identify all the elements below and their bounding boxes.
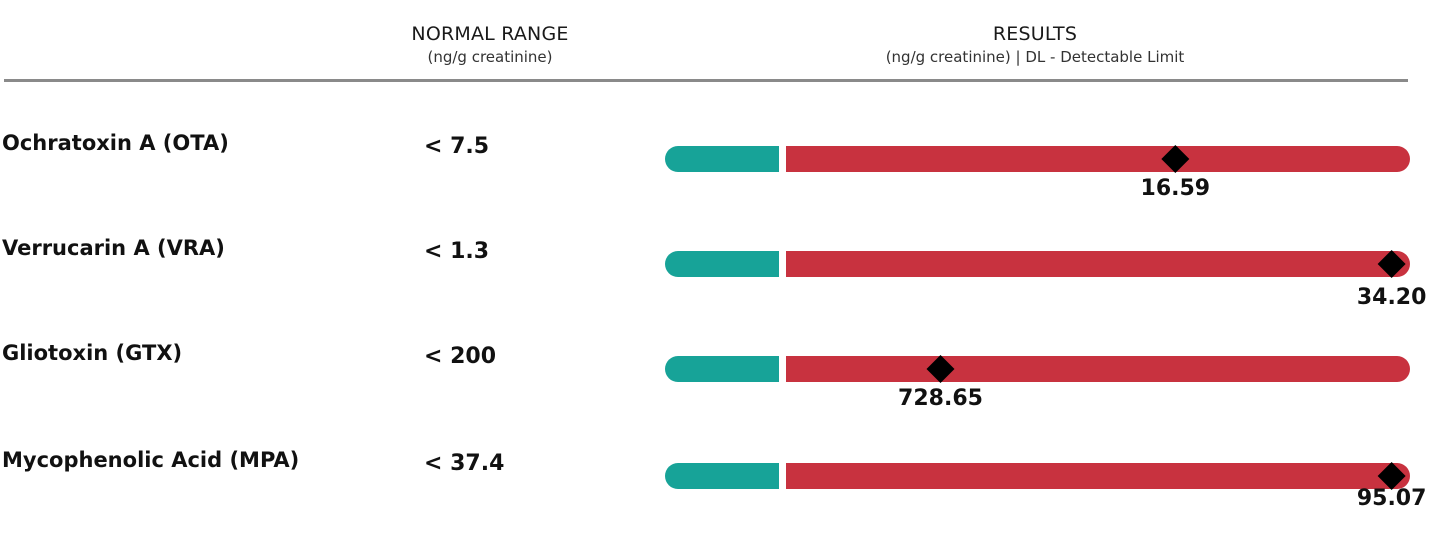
mycotoxin-name: Verrucarin A (VRA) — [2, 236, 225, 260]
result-bar — [665, 462, 1410, 490]
normal-range-value: < 37.4 — [424, 451, 505, 476]
normal-segment — [665, 356, 779, 382]
result-row-ota: Ochratoxin A (OTA) < 7.5 16.59 — [0, 131, 1456, 241]
result-value: 728.65 — [898, 386, 983, 411]
result-value: 34.20 — [1356, 285, 1427, 310]
result-value: 16.59 — [1140, 176, 1211, 201]
normal-segment — [665, 146, 779, 172]
normal-range-header: NORMAL RANGE (ng/g creatinine) — [390, 22, 590, 68]
result-marker — [1377, 462, 1406, 490]
high-segment — [786, 356, 1410, 382]
result-row-vra: Verrucarin A (VRA) < 1.3 34.20 — [0, 236, 1456, 346]
high-segment — [786, 146, 1410, 172]
normal-range-value: < 7.5 — [424, 134, 490, 159]
result-bar — [665, 145, 1410, 173]
normal-segment — [665, 251, 779, 277]
result-value: 95.07 — [1356, 486, 1427, 511]
result-row-gtx: Gliotoxin (GTX) < 200 728.65 — [0, 341, 1456, 451]
header-divider — [4, 79, 1408, 82]
normal-range-title: NORMAL RANGE — [411, 23, 569, 45]
results-units: (ng/g creatinine) | DL - Detectable Limi… — [885, 48, 1185, 66]
high-segment — [786, 463, 1410, 489]
result-bar — [665, 355, 1410, 383]
result-row-mpa: Mycophenolic Acid (MPA) < 37.4 95.07 — [0, 448, 1456, 558]
result-marker — [1377, 250, 1406, 278]
normal-range-value: < 200 — [424, 344, 497, 369]
mycotoxin-name: Ochratoxin A (OTA) — [2, 131, 229, 155]
normal-range-value: < 1.3 — [424, 239, 490, 264]
result-bar — [665, 250, 1410, 278]
result-marker — [926, 355, 955, 383]
mycotoxin-name: Mycophenolic Acid (MPA) — [2, 448, 300, 472]
results-header: RESULTS (ng/g creatinine) | DL - Detecta… — [820, 22, 1250, 68]
mycotoxin-name: Gliotoxin (GTX) — [2, 341, 183, 365]
results-title: RESULTS — [992, 23, 1078, 45]
result-marker — [1161, 145, 1190, 173]
high-segment — [786, 251, 1410, 277]
normal-range-units: (ng/g creatinine) — [427, 48, 553, 66]
normal-segment — [665, 463, 779, 489]
